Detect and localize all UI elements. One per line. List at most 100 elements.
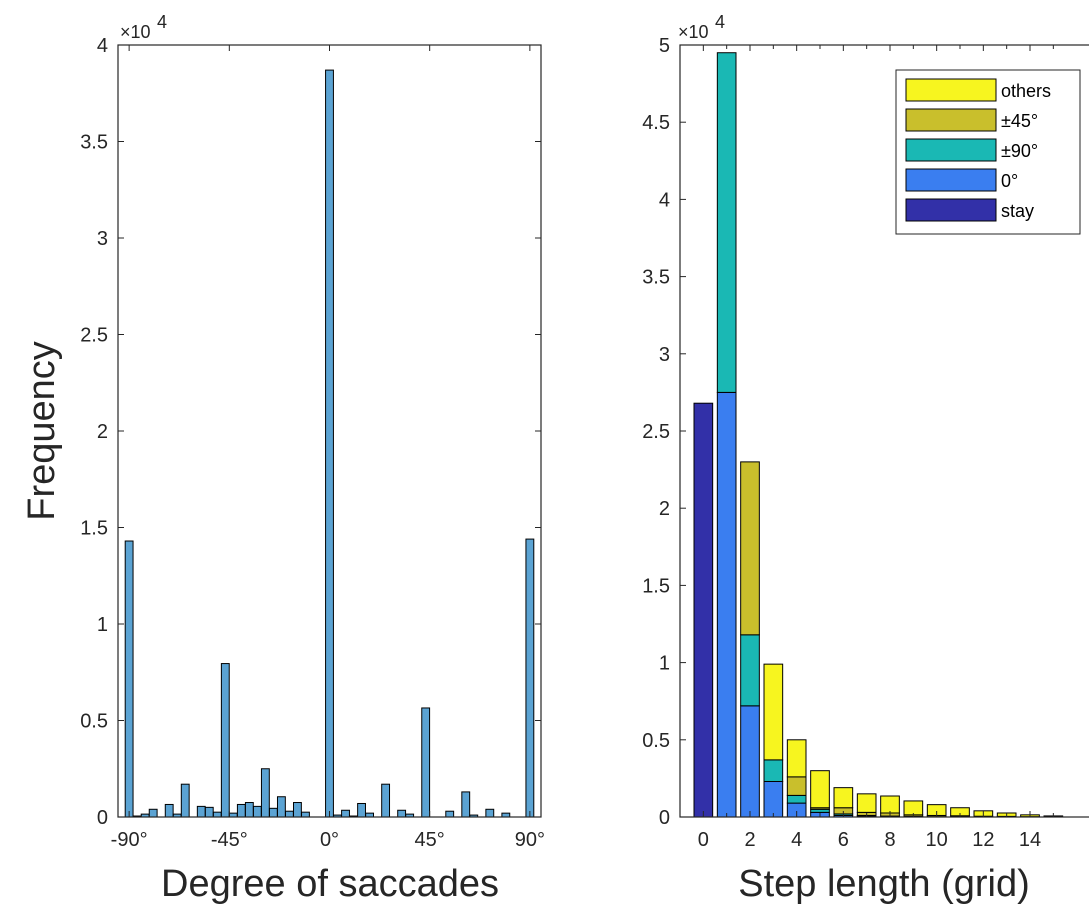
axes-left: 0 0.5 1 1.5 2 2.5 3 3.5 4 -90° -45° 0° 45° 90° — [80, 35, 545, 851]
y-tick-label: 3.5 — [80, 132, 108, 154]
stacked-bar-segment — [833, 787, 854, 809]
y-tick-label: 3 — [659, 344, 670, 366]
histogram-bar — [252, 805, 262, 818]
stacked-bar-segment — [786, 794, 807, 804]
histogram-bar — [357, 802, 366, 818]
x-tick-label: -45° — [211, 829, 248, 851]
histogram-bar — [148, 808, 158, 818]
histogram-bar — [301, 811, 310, 818]
histogram-bar — [180, 783, 190, 818]
exponent-label-right: ×10 4 — [678, 12, 725, 42]
y-tick-label: 2.5 — [80, 325, 108, 347]
y-tick-label: 0 — [659, 807, 670, 829]
y-tick-label: 4.5 — [642, 112, 670, 134]
histogram-bar — [268, 807, 278, 818]
stacked-bar-segment — [786, 776, 807, 796]
histogram-bar — [325, 69, 334, 818]
y-tick-label: 1 — [97, 614, 108, 636]
x-tick-label: 14 — [1019, 829, 1041, 851]
y-tick-label: 0.5 — [642, 730, 670, 752]
stacked-bar-segment — [740, 705, 760, 818]
stacked-bar-segment — [716, 391, 737, 818]
exponent-base-right: ×10 — [678, 22, 709, 42]
histogram-bar — [341, 809, 350, 818]
legend-label: ±90° — [1001, 141, 1038, 161]
y-tick-label: 1.5 — [80, 518, 108, 540]
x-tick-label: 2 — [744, 829, 755, 851]
x-tick-label: -90° — [111, 829, 148, 851]
legend-swatch — [905, 138, 997, 162]
x-axis-title-left: Degree of saccades — [161, 863, 499, 905]
legend-label: stay — [1001, 201, 1034, 221]
legend-label: ±45° — [1001, 111, 1038, 131]
stacked-bar-segment — [763, 780, 784, 818]
histogram-bar — [285, 810, 294, 818]
histogram-bar — [220, 663, 230, 818]
histogram-bar — [164, 803, 174, 818]
stacked-bar-segment — [810, 770, 830, 809]
y-tick-label: 5 — [659, 35, 670, 57]
stacked-bar-segment — [763, 663, 784, 761]
legend-swatch — [905, 168, 997, 192]
x-tick-label: 6 — [838, 829, 849, 851]
histogram-bar — [397, 809, 407, 818]
histogram-bar — [124, 540, 134, 818]
exponent-power-left: 4 — [157, 12, 167, 32]
x-tick-label: 0 — [698, 829, 709, 851]
x-tick-label: 45° — [415, 829, 445, 851]
histogram-bar — [276, 796, 286, 818]
axes-right: 0 0.5 1 1.5 2 2.5 3 3.5 4 4.5 5 0 2 4 6 8 10 12 14 — [642, 35, 1089, 851]
legend-swatch — [905, 198, 997, 222]
y-tick-label: 1 — [659, 653, 670, 675]
x-tick-label: 8 — [884, 829, 895, 851]
y-tick-label: 4 — [659, 189, 670, 211]
histogram-bar — [293, 802, 302, 818]
legend-swatch — [905, 108, 997, 132]
y-tick-label: 2.5 — [642, 421, 670, 443]
stacked-bar-segment — [693, 402, 714, 818]
histogram-bar — [525, 538, 535, 818]
histogram-bar — [244, 802, 254, 818]
histogram-bar — [381, 783, 391, 818]
stacked-bar-segment — [856, 793, 877, 813]
histogram-bar — [421, 707, 431, 818]
stacked-bar-segment — [716, 52, 737, 393]
y-tick-label: 3.5 — [642, 267, 670, 289]
saccade-degree-histogram: 00.511.522.533.54-90° -45° 0° 45° 90° ×10 4 … — [21, 12, 545, 905]
legend: others ±45° ±90° 0° stay — [895, 69, 1081, 235]
histogram-bar — [212, 811, 222, 818]
x-tick-label: 4 — [791, 829, 802, 851]
legend-swatch — [905, 78, 997, 102]
stacked-bar-segment — [880, 795, 900, 814]
exponent-power-right: 4 — [715, 12, 725, 32]
histogram-bar — [461, 791, 471, 818]
histogram-bar — [260, 768, 270, 818]
y-tick-label: 0 — [97, 807, 108, 829]
y-tick-label: 0.5 — [80, 711, 108, 733]
stacked-bar-segment — [903, 800, 924, 816]
stacked-bar-segment — [740, 634, 760, 707]
histogram-bar — [236, 803, 246, 818]
stacked-bar-segment — [740, 461, 760, 636]
y-tick-label: 3 — [97, 228, 108, 250]
y-tick-label: 2 — [97, 421, 108, 443]
exponent-label-left: ×10 4 — [120, 12, 167, 42]
histogram-bar — [485, 808, 495, 818]
x-axis-title-right: Step length (grid) — [738, 863, 1030, 905]
legend-label: others — [1001, 81, 1051, 101]
x-tick-label: 12 — [972, 829, 994, 851]
histogram-bar — [204, 806, 214, 818]
y-tick-label: 1.5 — [642, 575, 670, 597]
histogram-bar — [196, 805, 206, 818]
x-tick-label: 90° — [515, 829, 545, 851]
step-length-stacked-bar: 0 0.5 1 1.5 2 2.5 3 3.5 4 4.5 5 0 2 4 6 8 10 12 14 ×10 4 S… — [642, 12, 1089, 905]
y-axis-title-left: Frequency — [21, 341, 63, 521]
x-tick-label: 0° — [320, 829, 339, 851]
stacked-bar-segment — [786, 739, 807, 778]
x-tick-label: 10 — [926, 829, 948, 851]
stacked-bar-segment — [763, 759, 784, 782]
legend-label: 0° — [1001, 171, 1018, 191]
y-tick-label: 2 — [659, 498, 670, 520]
y-tick-label: 4 — [97, 35, 108, 57]
